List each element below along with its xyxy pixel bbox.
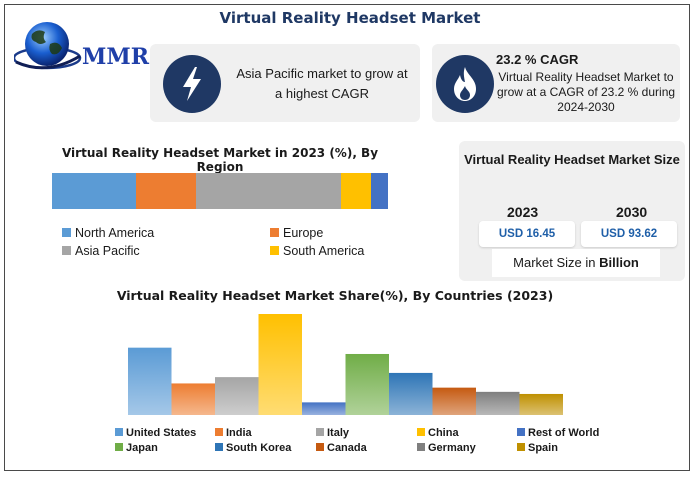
year-2023-label: 2023 [507,204,539,220]
logo-text: MMR [82,44,149,70]
country-bar-south-korea [389,372,433,415]
legend-swatch [417,428,425,436]
logo: MMR [12,20,149,75]
region-legend-item: South America [270,244,364,258]
legend-swatch [62,246,71,255]
country-bar-italy [215,377,259,415]
market-size-2030-value: USD 93.62 [581,221,677,247]
region-bar-segment-other [371,173,388,209]
market-size-title: Virtual Reality Headset Market Size [464,152,680,167]
country-bar-germany [476,391,520,415]
cagr-heading: 23.2 % CAGR [496,52,579,67]
market-size-card: Virtual Reality Headset Market Size 2023… [459,141,685,281]
country-bar-spain [519,393,563,415]
country-bar-china [258,314,302,415]
legend-label: Europe [283,226,324,240]
legend-swatch [517,428,525,436]
infographic-frame [4,4,690,471]
region-legend-item: North America [62,226,154,240]
legend-label: South Korea [226,442,292,454]
region-bar-segment-south-america [340,173,372,209]
country-bar-chart [128,314,563,415]
country-chart-title: Virtual Reality Headset Market Share(%),… [116,288,554,303]
region-bar-segment-north-america [52,173,136,209]
country-legend-item: Rest of World [517,427,599,439]
region-bar-segment-europe [136,173,197,209]
legend-label: Italy [327,427,350,439]
flame-icon [436,55,494,113]
region-stacked-bar [52,173,388,209]
legend-label: South America [283,244,365,258]
cagr-text: Virtual Reality Headset Market to grow a… [496,70,676,114]
legend-swatch [270,228,279,237]
country-legend-item: Spain [517,442,558,454]
legend-swatch [62,228,71,237]
legend-swatch [115,428,123,436]
market-size-unit-prefix: Market Size in [513,255,600,270]
legend-label: United States [126,427,197,439]
country-legend-item: South Korea [215,442,291,454]
country-bar-rest-of-world [302,402,346,415]
country-bar-united-states [128,347,172,415]
country-legend: United States India Italy China Rest of Worl… [115,427,615,457]
region-legend-item: Europe [270,226,323,240]
legend-label: Japan [126,442,158,454]
legend-label: China [428,427,459,439]
market-size-unit: Market Size in Billion [492,249,660,277]
legend-label: Germany [428,442,476,454]
asia-pacific-text: Asia Pacific market to grow at a highest… [236,66,408,101]
region-legend-item: Asia Pacific [62,244,140,258]
lightning-icon [163,55,221,113]
legend-swatch [417,443,425,451]
legend-swatch [215,443,223,451]
legend-label: Asia Pacific [75,244,140,258]
legend-label: Spain [528,442,558,454]
country-bar-india [171,383,215,415]
market-size-2023-value: USD 16.45 [479,221,575,247]
country-legend-item: India [215,427,252,439]
legend-swatch [115,443,123,451]
legend-swatch [270,246,279,255]
country-bar-canada [432,387,476,415]
globe-icon [12,22,82,70]
legend-label: North America [75,226,155,240]
country-legend-item: Italy [316,427,349,439]
country-legend-item: China [417,427,459,439]
legend-label: India [226,427,252,439]
country-legend-item: Canada [316,442,367,454]
legend-swatch [316,443,324,451]
page-title: Virtual Reality Headset Market [219,9,481,27]
legend-swatch [215,428,223,436]
country-legend-item: Germany [417,442,476,454]
year-2030-label: 2030 [616,204,648,220]
legend-label: Canada [327,442,367,454]
cagr-card: 23.2 % CAGR Virtual Reality Headset Mark… [432,44,680,122]
legend-label: Rest of World [528,427,600,439]
legend-swatch [517,443,525,451]
asia-pacific-card: Asia Pacific market to grow at a highest… [150,44,420,122]
country-legend-item: Japan [115,442,158,454]
region-bar-segment-asia-pacific [196,173,341,209]
country-legend-item: United States [115,427,196,439]
legend-swatch [316,428,324,436]
market-size-unit-bold: Billion [599,255,639,270]
region-chart-title: Virtual Reality Headset Market in 2023 (… [61,146,379,174]
country-bar-japan [345,353,389,415]
